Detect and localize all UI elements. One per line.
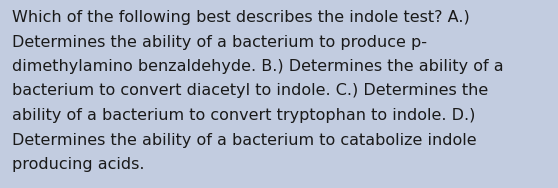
Text: dimethylamino benzaldehyde. B.) Determines the ability of a: dimethylamino benzaldehyde. B.) Determin… bbox=[12, 59, 504, 74]
Text: bacterium to convert diacetyl to indole. C.) Determines the: bacterium to convert diacetyl to indole.… bbox=[12, 83, 488, 99]
Text: ability of a bacterium to convert tryptophan to indole. D.): ability of a bacterium to convert trypto… bbox=[12, 108, 475, 123]
Text: Determines the ability of a bacterium to produce p-: Determines the ability of a bacterium to… bbox=[12, 35, 427, 49]
Text: Which of the following best describes the indole test? A.): Which of the following best describes th… bbox=[12, 10, 470, 25]
Text: Determines the ability of a bacterium to catabolize indole: Determines the ability of a bacterium to… bbox=[12, 133, 477, 148]
Text: producing acids.: producing acids. bbox=[12, 157, 145, 172]
